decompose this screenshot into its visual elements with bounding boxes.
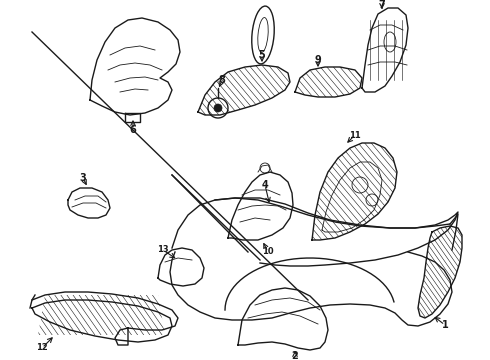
Text: 9: 9 xyxy=(315,55,321,65)
Text: 1: 1 xyxy=(441,320,448,330)
Text: 6: 6 xyxy=(130,125,136,135)
Text: 4: 4 xyxy=(262,180,269,190)
Text: 2: 2 xyxy=(292,351,298,360)
Text: 7: 7 xyxy=(379,0,385,10)
Circle shape xyxy=(214,104,222,112)
Text: 13: 13 xyxy=(157,246,169,255)
Text: 3: 3 xyxy=(80,173,86,183)
Text: 11: 11 xyxy=(349,130,361,139)
Text: 12: 12 xyxy=(36,343,48,352)
Text: 8: 8 xyxy=(219,75,225,85)
Text: 5: 5 xyxy=(259,50,266,60)
Text: 10: 10 xyxy=(262,248,274,256)
